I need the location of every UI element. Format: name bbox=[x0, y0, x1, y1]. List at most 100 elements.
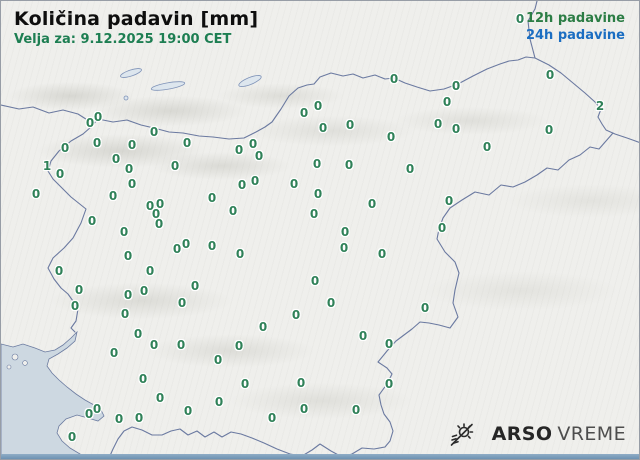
station-value: 0 bbox=[309, 207, 319, 221]
station-value: 2 bbox=[595, 99, 605, 113]
lake bbox=[120, 68, 142, 78]
station-value: 0 bbox=[248, 137, 258, 151]
station-value: 0 bbox=[345, 118, 355, 132]
station-value: 0 bbox=[545, 68, 555, 82]
station-value: 0 bbox=[149, 125, 159, 139]
station-value: 0 bbox=[515, 12, 525, 26]
station-value: 0 bbox=[444, 194, 454, 208]
station-value: 0 bbox=[54, 264, 64, 278]
station-value: 0 bbox=[92, 136, 102, 150]
station-value: 0 bbox=[120, 307, 130, 321]
station-value: 0 bbox=[433, 117, 443, 131]
station-value: 0 bbox=[155, 197, 165, 211]
station-value: 0 bbox=[55, 167, 65, 181]
station-value: 0 bbox=[384, 337, 394, 351]
station-value: 0 bbox=[127, 138, 137, 152]
station-value: 0 bbox=[240, 377, 250, 391]
station-value: 0 bbox=[451, 79, 461, 93]
station-value: 0 bbox=[420, 301, 430, 315]
station-value: 0 bbox=[74, 283, 84, 297]
lagoon-islet bbox=[22, 360, 28, 366]
station-value: 0 bbox=[109, 346, 119, 360]
station-value: 0 bbox=[482, 140, 492, 154]
border-north-austria bbox=[1, 56, 639, 143]
brand-vreme: VREME bbox=[557, 423, 626, 445]
station-value: 0 bbox=[84, 407, 94, 421]
station-value: 0 bbox=[291, 308, 301, 322]
station-value: 0 bbox=[181, 237, 191, 251]
station-value: 0 bbox=[207, 239, 217, 253]
station-value: 0 bbox=[111, 152, 121, 166]
station-value: 0 bbox=[149, 338, 159, 352]
station-value: 0 bbox=[340, 225, 350, 239]
station-value: 0 bbox=[326, 296, 336, 310]
station-value: 0 bbox=[87, 214, 97, 228]
station-value: 0 bbox=[176, 338, 186, 352]
station-value: 0 bbox=[235, 247, 245, 261]
lake bbox=[150, 81, 186, 91]
station-value: 0 bbox=[190, 279, 200, 293]
station-value: 0 bbox=[127, 177, 137, 191]
station-value: 0 bbox=[213, 353, 223, 367]
station-value: 1 bbox=[42, 159, 52, 173]
station-value: 0 bbox=[31, 187, 41, 201]
station-value: 0 bbox=[108, 189, 118, 203]
lake bbox=[238, 75, 262, 87]
station-value: 0 bbox=[267, 411, 277, 425]
station-value: 0 bbox=[93, 110, 103, 124]
legend-item-24h-padavine[interactable]: 24h padavine bbox=[525, 28, 625, 43]
station-value: 0 bbox=[377, 247, 387, 261]
station-value: 0 bbox=[151, 207, 161, 221]
station-value: 0 bbox=[339, 241, 349, 255]
station-value: 0 bbox=[289, 177, 299, 191]
station-value: 0 bbox=[182, 136, 192, 150]
station-value: 0 bbox=[299, 402, 309, 416]
sun-weather-icon bbox=[450, 423, 473, 446]
station-value: 0 bbox=[228, 204, 238, 218]
lagoon-islet bbox=[6, 364, 12, 370]
border-west-italy bbox=[47, 118, 99, 333]
station-value: 0 bbox=[207, 191, 217, 205]
station-value: 0 bbox=[389, 72, 399, 86]
legend: 12h padavine 24h padavine bbox=[526, 10, 625, 44]
station-value: 0 bbox=[312, 157, 322, 171]
station-value: 0 bbox=[119, 225, 129, 239]
station-value: 0 bbox=[451, 122, 461, 136]
station-value: 0 bbox=[145, 199, 155, 213]
station-value: 0 bbox=[367, 197, 377, 211]
station-value: 0 bbox=[183, 404, 193, 418]
station-value: 0 bbox=[177, 296, 187, 310]
station-value: 0 bbox=[70, 299, 80, 313]
bottom-bar bbox=[1, 454, 639, 459]
station-value: 0 bbox=[145, 264, 155, 278]
station-value: 0 bbox=[351, 403, 361, 417]
station-value: 0 bbox=[139, 284, 149, 298]
station-value: 0 bbox=[318, 121, 328, 135]
arso-vreme-logo: ARSO VREME bbox=[448, 420, 626, 448]
station-value: 0 bbox=[344, 158, 354, 172]
station-value: 0 bbox=[170, 159, 180, 173]
station-value: 0 bbox=[313, 99, 323, 113]
station-value: 0 bbox=[237, 178, 247, 192]
station-value: 0 bbox=[296, 376, 306, 390]
station-value: 0 bbox=[154, 217, 164, 231]
station-value: 0 bbox=[134, 411, 144, 425]
station-value: 0 bbox=[214, 395, 224, 409]
station-value: 0 bbox=[313, 187, 323, 201]
station-value: 0 bbox=[60, 141, 70, 155]
legend-item-12h-padavine[interactable]: 12h padavine bbox=[525, 11, 625, 26]
station-value: 0 bbox=[234, 339, 244, 353]
station-value: 0 bbox=[133, 327, 143, 341]
station-value: 0 bbox=[442, 95, 452, 109]
station-value: 0 bbox=[299, 106, 309, 120]
station-value: 0 bbox=[92, 402, 102, 416]
station-value: 0 bbox=[172, 242, 182, 256]
border-austria-hungary bbox=[527, 1, 538, 59]
station-value: 0 bbox=[386, 130, 396, 144]
station-value: 0 bbox=[123, 288, 133, 302]
station-value: 0 bbox=[234, 143, 244, 157]
station-value: 0 bbox=[258, 320, 268, 334]
station-value: 0 bbox=[67, 430, 77, 444]
